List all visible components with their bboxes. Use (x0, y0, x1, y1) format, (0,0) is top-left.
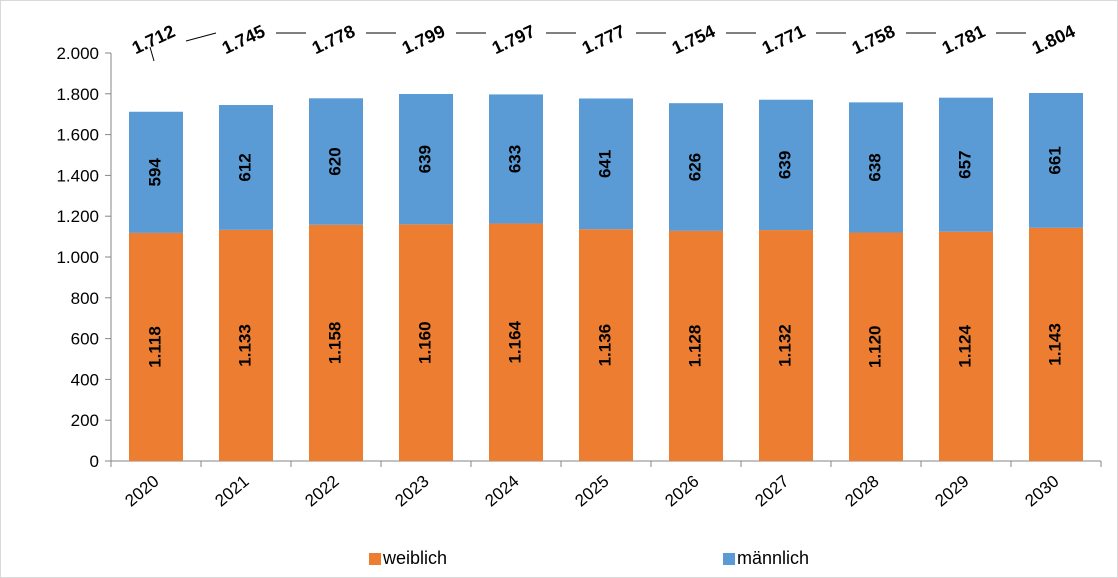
total-connector (149, 32, 1026, 62)
total-label: 1.799 (399, 21, 448, 58)
bar-maennlich (939, 97, 993, 232)
data-label-weiblich: 1.164 (505, 320, 524, 363)
data-label-maennlich: 638 (865, 153, 884, 181)
total-label: 1.745 (219, 21, 268, 58)
bar-maennlich (399, 94, 453, 225)
data-label-weiblich: 1.143 (1045, 323, 1064, 366)
data-label-maennlich: 639 (415, 145, 434, 173)
data-label-weiblich: 1.158 (325, 322, 344, 365)
y-tick-label: 800 (71, 289, 99, 308)
data-label-maennlich: 657 (955, 151, 974, 179)
total-connector-segment (185, 32, 217, 42)
total-label: 1.754 (669, 21, 718, 58)
bar-weiblich (579, 229, 633, 461)
bar-weiblich (489, 223, 543, 461)
data-label-weiblich: 1.124 (955, 325, 974, 368)
data-label-maennlich: 641 (595, 150, 614, 178)
total-label: 1.781 (939, 21, 988, 58)
x-tick-label: 2028 (841, 472, 882, 511)
y-tick-label: 1.800 (56, 85, 99, 104)
legend-label: männlich (737, 548, 809, 568)
x-tick-label: 2025 (571, 472, 612, 511)
data-label-weiblich: 1.120 (865, 325, 884, 368)
data-label-maennlich: 639 (775, 151, 794, 179)
data-label-weiblich: 1.132 (775, 324, 794, 367)
data-label-maennlich: 626 (685, 153, 704, 181)
data-label-weiblich: 1.160 (415, 321, 434, 364)
y-tick-label: 200 (71, 411, 99, 430)
bar-maennlich (489, 94, 543, 224)
data-label-weiblich: 1.136 (595, 324, 614, 367)
legend-swatch (723, 553, 735, 565)
total-label: 1.758 (849, 21, 898, 58)
bar-weiblich (1029, 227, 1083, 461)
bar-maennlich (219, 105, 273, 230)
bar-weiblich (129, 232, 183, 461)
x-tick-label: 2021 (211, 472, 252, 511)
bar-weiblich (309, 224, 363, 461)
bar-maennlich (129, 111, 183, 233)
x-tick-label: 2027 (751, 472, 792, 511)
y-tick-label: 1.400 (56, 166, 99, 185)
x-tick-label: 2024 (481, 472, 522, 511)
y-tick-label: 0 (90, 452, 99, 471)
x-tick-label: 2029 (931, 472, 972, 511)
bar-weiblich (759, 230, 813, 461)
bar-weiblich (939, 231, 993, 461)
total-label: 1.777 (579, 21, 628, 58)
bar-weiblich (669, 230, 723, 461)
y-tick-label: 1.600 (56, 126, 99, 145)
y-tick-label: 1.200 (56, 207, 99, 226)
y-tick-label: 400 (71, 370, 99, 389)
bar-weiblich (849, 232, 903, 461)
bar-weiblich (219, 229, 273, 461)
x-tick-label: 2023 (391, 472, 432, 511)
y-tick-label: 1.000 (56, 248, 99, 267)
x-tick-label: 2026 (661, 472, 702, 511)
data-label-maennlich: 612 (235, 153, 254, 181)
data-label-maennlich: 594 (145, 158, 164, 187)
bar-weiblich (399, 224, 453, 461)
data-label-maennlich: 633 (505, 145, 524, 173)
x-tick-label: 2022 (301, 472, 342, 511)
data-label-maennlich: 661 (1045, 146, 1064, 174)
legend-label: weiblich (382, 548, 447, 568)
total-label: 1.797 (489, 21, 538, 58)
y-tick-label: 600 (71, 330, 99, 349)
bar-maennlich (849, 102, 903, 233)
x-tick-label: 2020 (121, 472, 162, 511)
total-label: 1.771 (759, 21, 808, 58)
data-label-weiblich: 1.118 (145, 326, 164, 368)
bar-maennlich (759, 99, 813, 231)
bar-maennlich (309, 98, 363, 225)
total-label: 1.804 (1029, 21, 1078, 58)
bar-maennlich (579, 98, 633, 230)
data-label-maennlich: 620 (325, 147, 344, 175)
data-label-weiblich: 1.128 (685, 325, 704, 368)
total-connector-leader (149, 46, 155, 62)
bar-maennlich (1029, 92, 1083, 228)
total-label: 1.712 (129, 21, 178, 58)
y-tick-label: 2.000 (56, 44, 99, 63)
total-label: 1.778 (309, 21, 358, 58)
x-tick-label: 2030 (1021, 472, 1062, 511)
bar-maennlich (669, 103, 723, 231)
data-label-weiblich: 1.133 (235, 324, 254, 367)
legend-swatch (369, 553, 381, 565)
